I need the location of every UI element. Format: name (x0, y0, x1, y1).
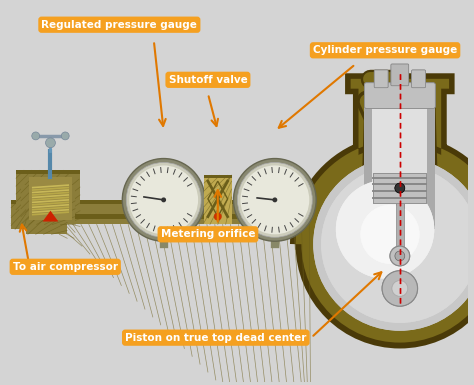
Text: Regulated pressure gauge: Regulated pressure gauge (41, 20, 197, 30)
Circle shape (32, 132, 40, 140)
Polygon shape (21, 185, 75, 224)
Polygon shape (11, 200, 311, 224)
Polygon shape (365, 99, 372, 229)
FancyBboxPatch shape (391, 64, 409, 86)
FancyBboxPatch shape (267, 194, 283, 202)
Circle shape (237, 162, 312, 237)
Polygon shape (372, 99, 428, 229)
Circle shape (273, 198, 277, 203)
Circle shape (392, 281, 408, 296)
Circle shape (161, 198, 166, 203)
FancyBboxPatch shape (396, 188, 404, 264)
Circle shape (336, 180, 434, 279)
Circle shape (336, 180, 434, 279)
FancyBboxPatch shape (411, 70, 426, 88)
Polygon shape (360, 99, 439, 229)
Circle shape (321, 166, 474, 323)
Circle shape (301, 146, 474, 343)
Circle shape (129, 166, 198, 234)
Circle shape (122, 159, 205, 241)
FancyBboxPatch shape (396, 188, 404, 264)
Circle shape (382, 271, 418, 306)
Polygon shape (16, 170, 80, 174)
FancyBboxPatch shape (156, 194, 172, 202)
Polygon shape (372, 99, 428, 229)
FancyBboxPatch shape (374, 70, 388, 88)
FancyBboxPatch shape (374, 70, 388, 88)
Circle shape (234, 159, 316, 241)
Text: To air compressor: To air compressor (13, 262, 118, 272)
Polygon shape (204, 175, 232, 178)
Circle shape (395, 251, 405, 261)
Circle shape (295, 140, 474, 348)
Polygon shape (428, 99, 435, 229)
Circle shape (313, 157, 474, 331)
Circle shape (61, 132, 69, 140)
Circle shape (395, 183, 405, 193)
Text: Piston on true top dead center: Piston on true top dead center (125, 333, 307, 343)
Polygon shape (43, 211, 58, 221)
Text: Cylinder pressure gauge: Cylinder pressure gauge (313, 45, 457, 55)
Polygon shape (428, 99, 435, 229)
FancyBboxPatch shape (365, 83, 435, 108)
Text: Metering orifice: Metering orifice (161, 229, 255, 239)
Polygon shape (11, 210, 26, 229)
Text: Shutoff valve: Shutoff valve (169, 75, 247, 85)
Circle shape (390, 246, 410, 266)
Polygon shape (11, 200, 311, 204)
Polygon shape (26, 205, 67, 234)
Circle shape (321, 166, 474, 323)
Circle shape (360, 205, 419, 264)
Circle shape (313, 157, 474, 331)
Circle shape (126, 162, 201, 237)
FancyBboxPatch shape (365, 83, 435, 108)
Polygon shape (13, 214, 310, 219)
Circle shape (395, 183, 405, 193)
Circle shape (240, 166, 310, 234)
FancyBboxPatch shape (411, 70, 426, 88)
Polygon shape (29, 177, 72, 219)
Polygon shape (16, 170, 80, 224)
Polygon shape (204, 175, 232, 224)
Circle shape (390, 246, 410, 266)
FancyBboxPatch shape (373, 173, 427, 203)
Polygon shape (365, 99, 435, 229)
Circle shape (214, 213, 222, 221)
Polygon shape (295, 79, 474, 244)
Circle shape (382, 271, 418, 306)
Circle shape (360, 205, 419, 264)
FancyBboxPatch shape (391, 64, 409, 86)
Circle shape (392, 281, 408, 296)
FancyBboxPatch shape (373, 173, 427, 203)
Polygon shape (365, 99, 372, 229)
Circle shape (46, 138, 55, 148)
